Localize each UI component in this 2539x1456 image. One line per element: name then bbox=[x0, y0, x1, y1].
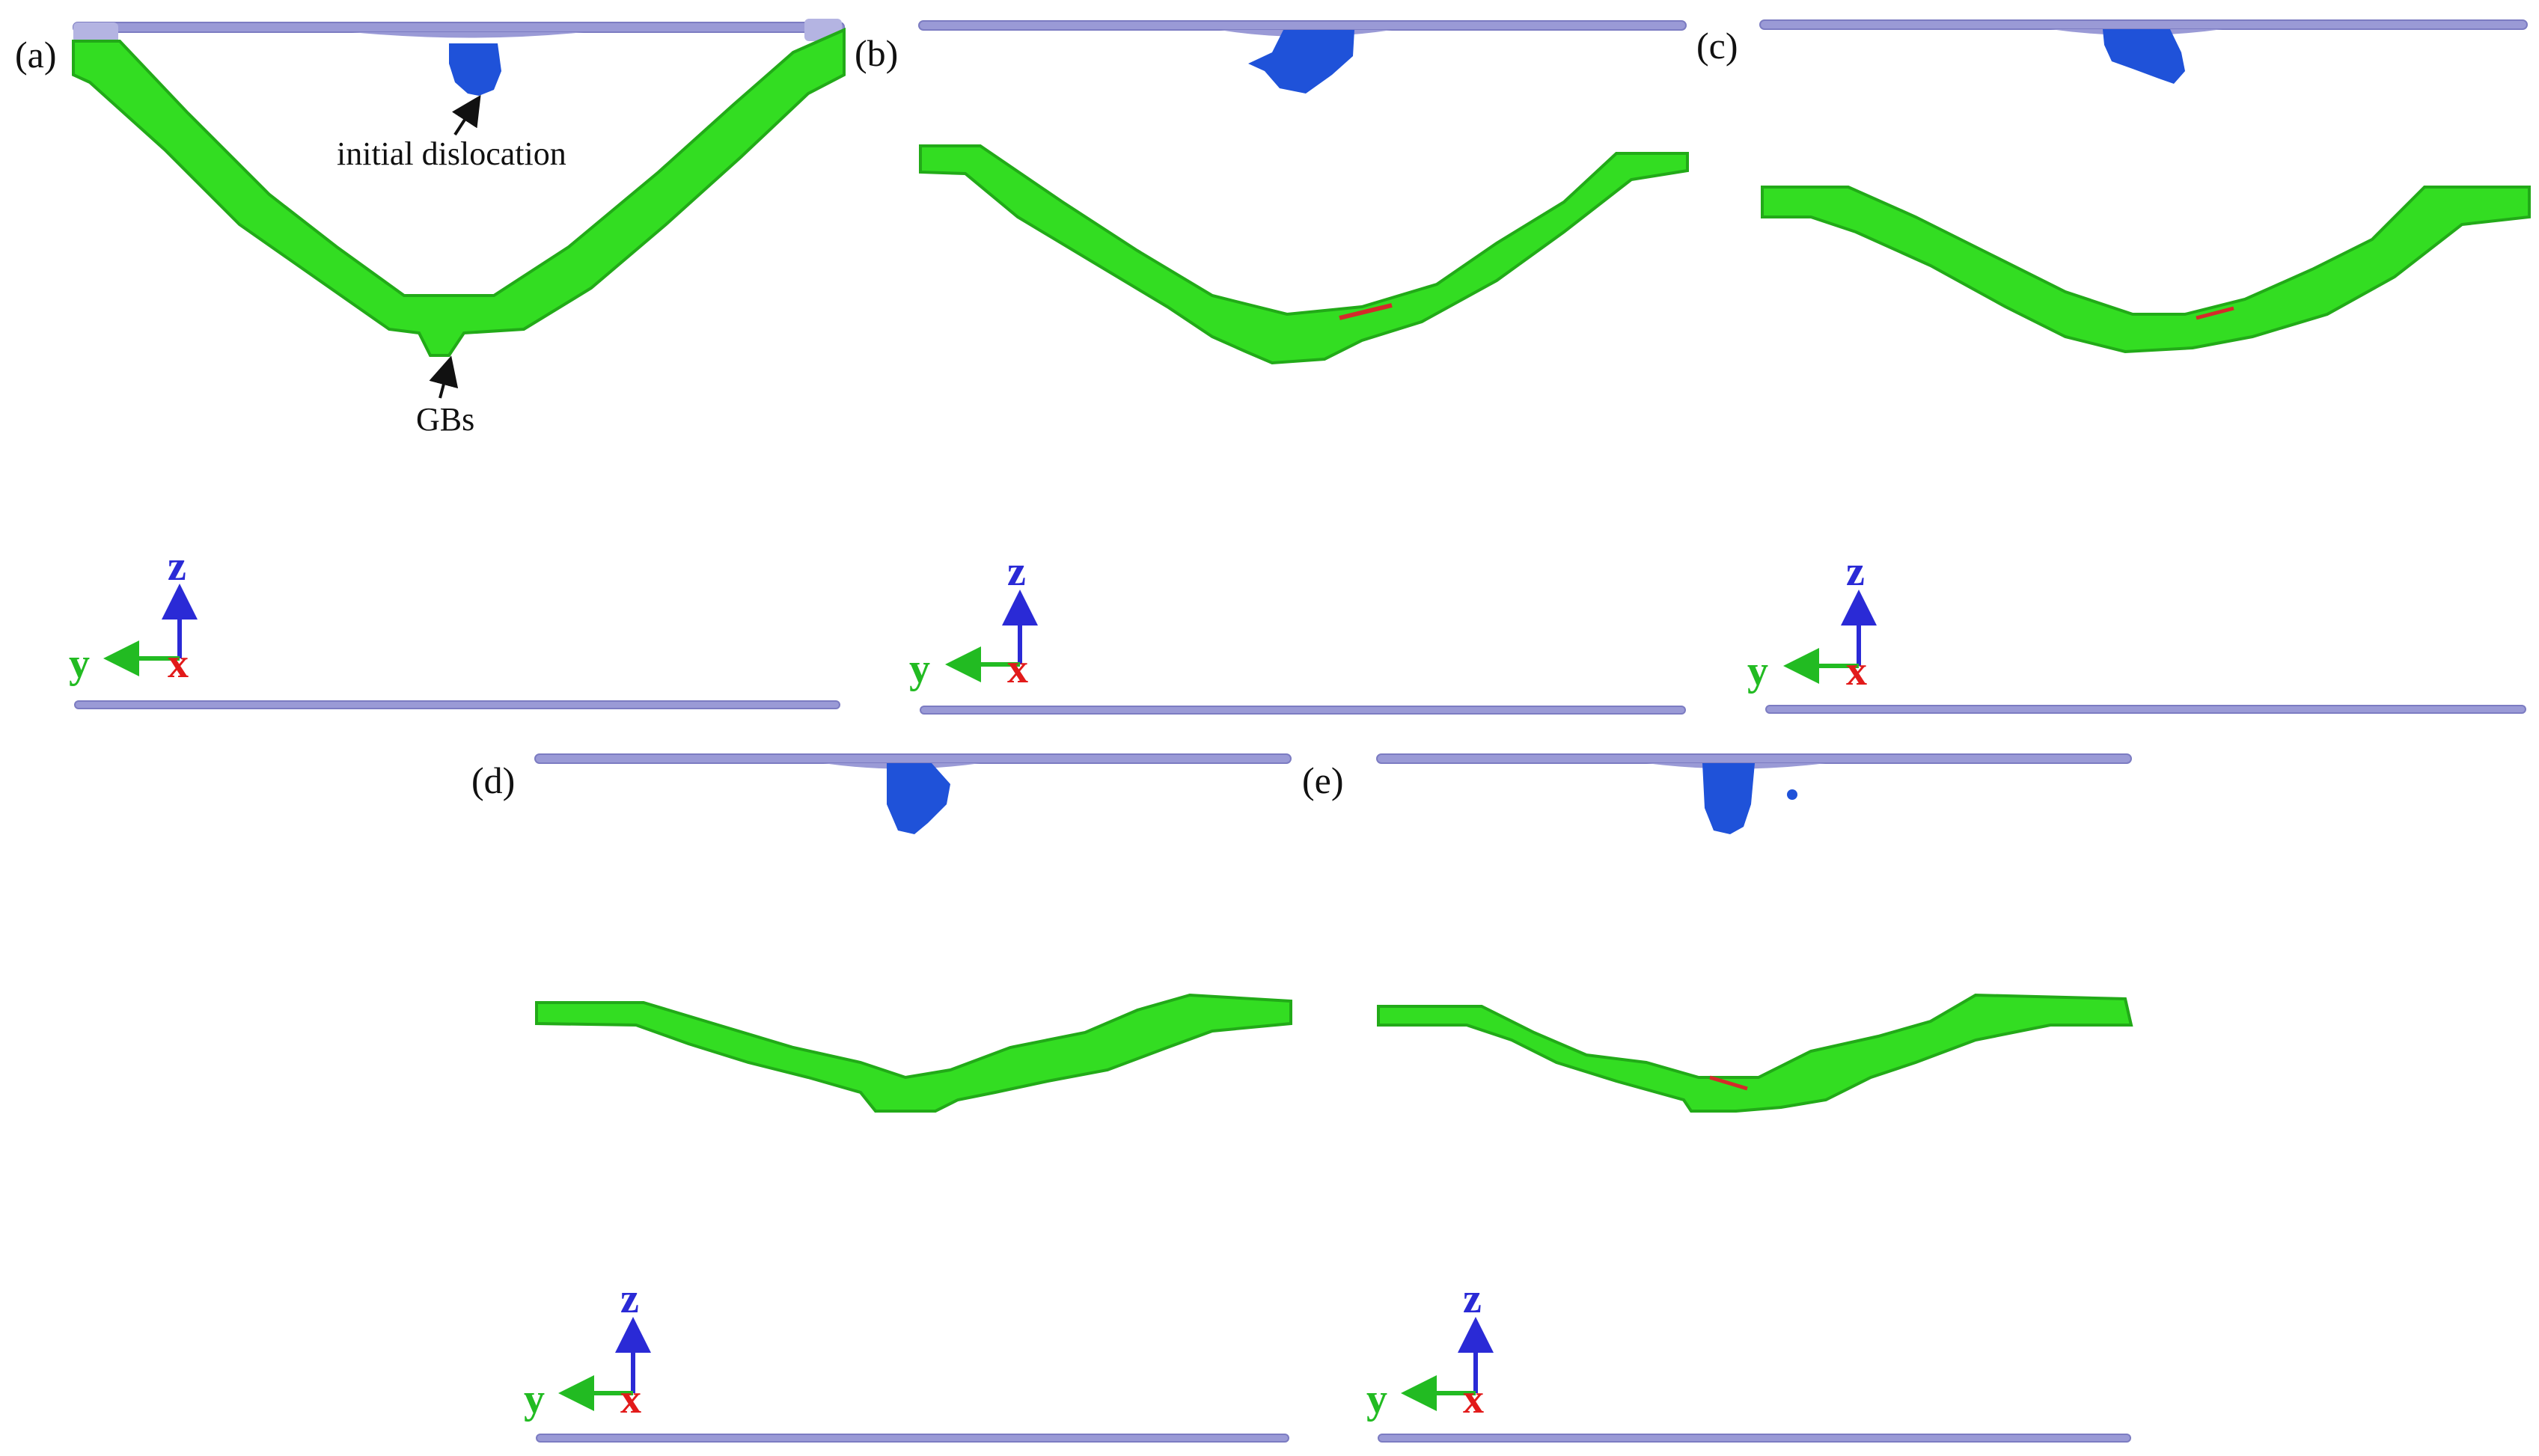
panel-b: z y x (b) bbox=[855, 20, 1689, 715]
y-axis-label: y bbox=[909, 646, 930, 692]
grain-boundary bbox=[1761, 186, 2531, 354]
grain-boundary bbox=[919, 144, 1689, 365]
top-surface bbox=[1376, 753, 2132, 764]
bottom-surface bbox=[1378, 1434, 2131, 1443]
panel-label-b: (b) bbox=[855, 32, 898, 74]
grain-boundary bbox=[535, 993, 1292, 1113]
x-axis-label: x bbox=[620, 1376, 641, 1422]
dislocation bbox=[887, 763, 950, 834]
bottom-surface bbox=[1765, 705, 2526, 714]
annotation-dislocation: initial dislocation bbox=[337, 135, 566, 172]
panel-d: z y x (d) bbox=[471, 753, 1292, 1443]
dislocation bbox=[1702, 763, 1755, 834]
bottom-surface bbox=[536, 1434, 1289, 1443]
dislocation-atom bbox=[1787, 789, 1797, 800]
panel-a: initial dislocation GBs z y x (a) bbox=[15, 19, 846, 709]
stacking-fault bbox=[1709, 1075, 1748, 1091]
stacking-fault bbox=[2196, 306, 2234, 320]
bottom-surface bbox=[74, 700, 840, 709]
y-axis-label: y bbox=[1747, 648, 1768, 694]
y-axis-label: y bbox=[1366, 1376, 1387, 1422]
x-axis-label: x bbox=[1463, 1376, 1484, 1422]
x-axis-label: x bbox=[1007, 646, 1028, 692]
panel-label-d: (d) bbox=[471, 759, 515, 801]
z-axis-label: z bbox=[168, 543, 186, 590]
top-surface bbox=[1759, 19, 2528, 30]
initial-dislocation bbox=[449, 43, 501, 96]
z-axis-label: z bbox=[620, 1276, 639, 1322]
surface-end-left bbox=[73, 22, 118, 43]
panel-label-c: (c) bbox=[1696, 25, 1738, 67]
x-axis-label: x bbox=[1846, 648, 1867, 694]
annotation-gbs: GBs bbox=[416, 401, 474, 438]
stacking-fault bbox=[1339, 303, 1393, 320]
z-axis-label: z bbox=[1463, 1276, 1482, 1322]
y-axis-label: y bbox=[524, 1376, 545, 1422]
panel-label-a: (a) bbox=[15, 34, 57, 76]
bottom-surface bbox=[920, 706, 1686, 715]
grain-boundary bbox=[1377, 993, 2133, 1113]
z-axis-label: z bbox=[1846, 548, 1865, 595]
panel-e: z y x (e) bbox=[1302, 753, 2133, 1443]
dislocation bbox=[2103, 29, 2185, 84]
panel-label-e: (e) bbox=[1302, 759, 1344, 801]
arrow-gbs bbox=[429, 355, 459, 399]
y-axis-label: y bbox=[69, 640, 90, 687]
surface-indent bbox=[352, 32, 584, 38]
dislocation bbox=[1248, 30, 1354, 94]
x-axis-label: x bbox=[168, 640, 189, 687]
panel-c: z y x (c) bbox=[1696, 19, 2531, 714]
top-surface bbox=[918, 20, 1687, 31]
z-axis-label: z bbox=[1007, 548, 1026, 595]
arrow-dislocation bbox=[451, 94, 481, 136]
top-surface bbox=[73, 22, 845, 33]
top-surface bbox=[534, 753, 1292, 764]
grain-boundary bbox=[72, 27, 846, 357]
